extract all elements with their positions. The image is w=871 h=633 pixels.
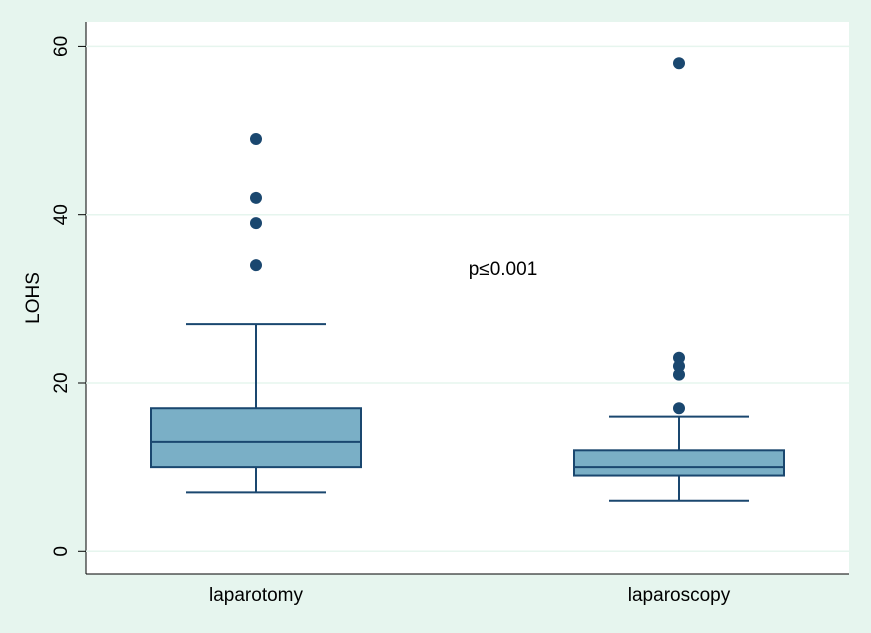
outlier bbox=[673, 402, 685, 415]
y-tick-label: 60 bbox=[51, 36, 72, 57]
outlier bbox=[250, 191, 262, 204]
outlier bbox=[673, 351, 685, 364]
annotation: p≤0.001 bbox=[469, 259, 538, 280]
box bbox=[573, 449, 785, 477]
outlier bbox=[673, 360, 685, 373]
y-tick-label: 40 bbox=[51, 204, 72, 225]
y-tick-label: 20 bbox=[51, 372, 72, 393]
outlier bbox=[250, 217, 262, 230]
y-tick-label: 0 bbox=[51, 546, 72, 557]
outlier bbox=[250, 132, 262, 145]
y-axis-label: LOHS bbox=[23, 272, 44, 324]
x-tick-label: laparotomy bbox=[209, 585, 303, 606]
outlier bbox=[673, 57, 685, 70]
outlier bbox=[250, 259, 262, 272]
plot-area bbox=[86, 22, 849, 574]
box bbox=[150, 407, 362, 469]
outlier bbox=[673, 368, 685, 381]
x-tick-label: laparoscopy bbox=[628, 585, 731, 606]
